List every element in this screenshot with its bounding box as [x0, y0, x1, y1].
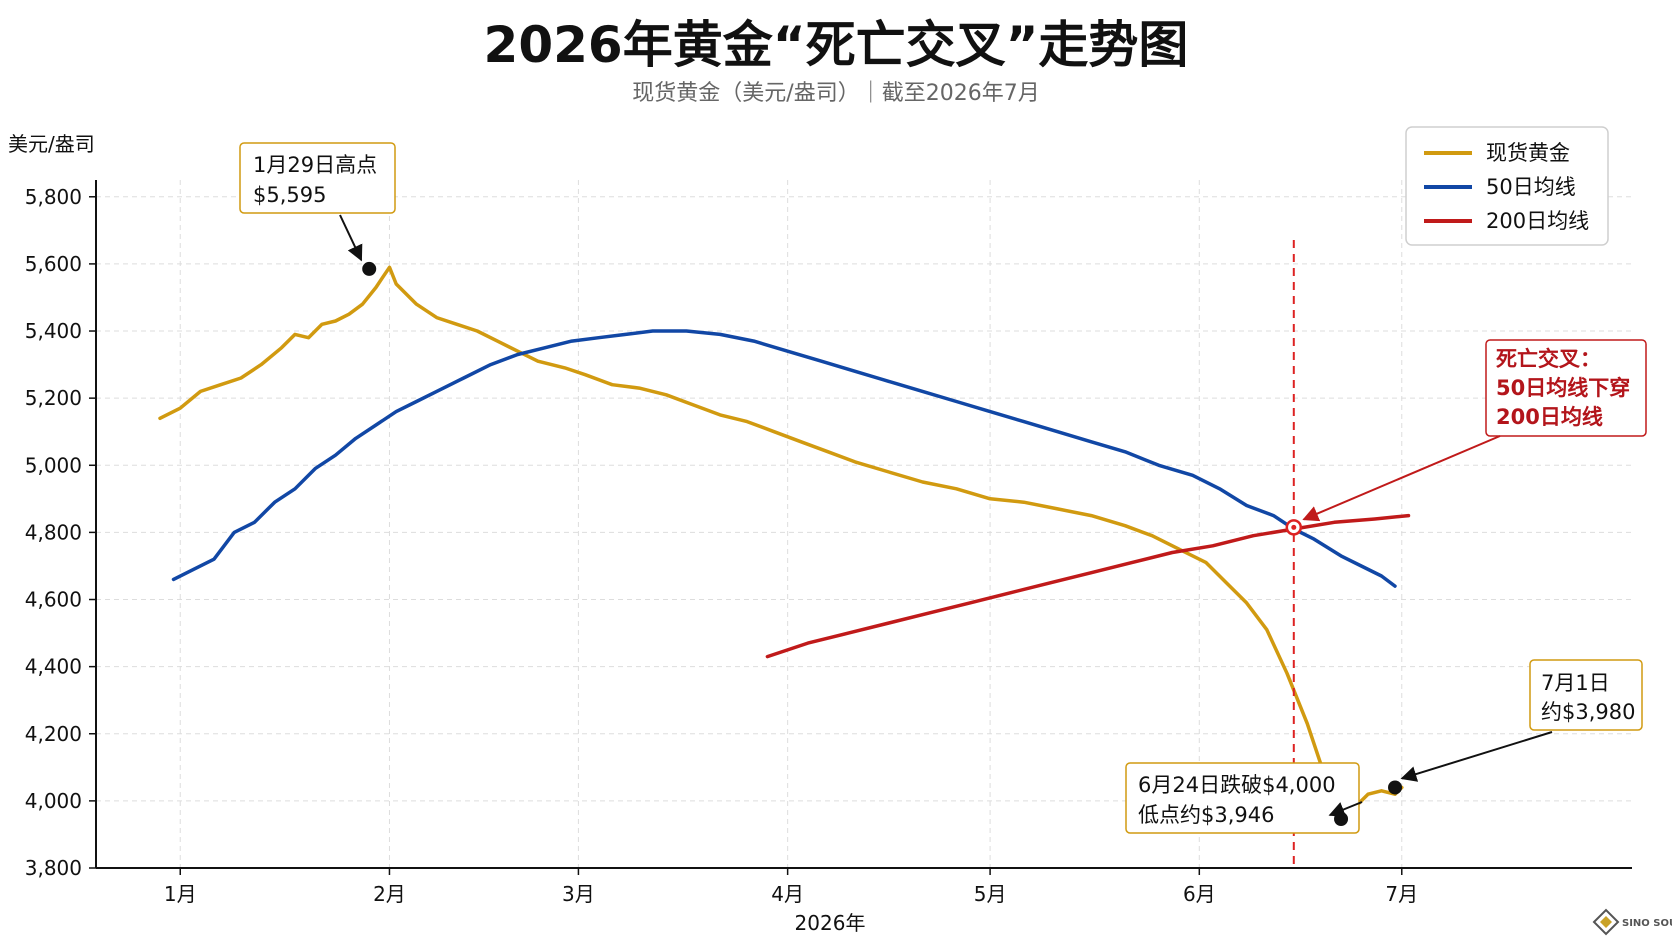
- watermark-logo-icon: [1592, 908, 1620, 936]
- y-tick-label: 4,800: [25, 520, 82, 544]
- low-annotation-line1: 6月24日跌破$4,000: [1138, 773, 1336, 797]
- y-axis-label: 美元/盎司: [8, 132, 95, 156]
- y-tick-label: 5,400: [25, 319, 82, 343]
- watermark-text: SINO SOUND: [1622, 918, 1672, 929]
- axes: [95, 180, 1632, 869]
- low-annotation-line2: 低点约$3,946: [1138, 803, 1274, 827]
- crossover-marker-dot: [1291, 524, 1297, 530]
- series-line-200d-ma: [765, 513, 1411, 659]
- jul1-point: [1388, 780, 1403, 795]
- y-tick-label: 5,000: [25, 453, 82, 477]
- legend: 现货黄金 50日均线 200日均线: [1405, 126, 1609, 246]
- crossover-annotation-line3: 200日均线: [1496, 405, 1603, 429]
- y-tick-label: 5,200: [25, 386, 82, 410]
- crossover-arrow: [1302, 435, 1501, 522]
- legend-label-200d-ma: 200日均线: [1486, 209, 1589, 233]
- high-arrow: [339, 214, 363, 262]
- y-tick-label: 4,000: [25, 789, 82, 813]
- x-tick-label: 3月: [562, 882, 595, 906]
- x-tick-label: 4月: [771, 882, 804, 906]
- jul1-annotation-box: [1529, 659, 1643, 731]
- legend-label-50d-ma: 50日均线: [1486, 175, 1576, 199]
- y-tick-label: 4,200: [25, 722, 82, 746]
- chart-subtitle: 现货黄金（美元/盎司）｜截至2026年7月: [632, 81, 1039, 106]
- low-point: [1334, 812, 1349, 827]
- x-tick-label: 1月: [164, 882, 197, 906]
- jul1-arrow: [1400, 731, 1553, 782]
- crossover-annotation-line2: 50日均线下穿: [1496, 376, 1630, 400]
- y-tick-label: 4,400: [25, 655, 82, 679]
- series-line-spot-gold: [158, 265, 1404, 821]
- crossover-annotation-line1: 死亡交叉：: [1496, 347, 1601, 371]
- x-tick-label: 5月: [974, 882, 1007, 906]
- low-arrow: [1328, 801, 1363, 817]
- series-line-50d-ma: [171, 329, 1397, 588]
- crossover-annotation: 死亡交叉： 50日均线下穿 200日均线: [1302, 339, 1647, 522]
- series-lines: [158, 265, 1411, 821]
- y-ticks: 3,800 4,000 4,200 4,400 4,600 4,800 5,000 5,200…: [25, 185, 96, 880]
- jul1-annotation-line2: 约$3,980: [1541, 700, 1635, 724]
- y-tick-label: 5,600: [25, 252, 82, 276]
- low-annotation-box: [1125, 762, 1360, 834]
- annotation-points: [362, 261, 1403, 827]
- high-annotation-line1: 1月29日高点: [253, 153, 377, 177]
- high-annotation-box: [239, 142, 396, 214]
- x-ticks: 1月 2月 3月 4月 5月 6月 7月: [164, 868, 1418, 906]
- jul1-annotation: 7月1日 约$3,980: [1400, 659, 1643, 782]
- x-axis-label: 2026年: [795, 911, 866, 935]
- y-tick-label: 4,600: [25, 588, 82, 612]
- high-annotation-line2: $5,595: [253, 183, 326, 207]
- grid: [96, 180, 1632, 869]
- legend-box: [1405, 126, 1609, 246]
- high-annotation: 1月29日高点 $5,595: [239, 142, 396, 262]
- watermark: SINO SOUND: [1592, 908, 1672, 936]
- legend-label-spot-gold: 现货黄金: [1486, 141, 1570, 165]
- y-tick-label: 3,800: [25, 856, 82, 880]
- x-tick-label: 6月: [1183, 882, 1216, 906]
- low-annotation: 6月24日跌破$4,000 低点约$3,946: [1125, 762, 1363, 834]
- jul1-annotation-line1: 7月1日: [1541, 671, 1610, 695]
- x-tick-label: 2月: [373, 882, 406, 906]
- chart-title: 2026年黄金“死亡交叉”走势图: [484, 16, 1189, 74]
- high-point: [362, 261, 377, 276]
- crossover-annotation-box: [1485, 339, 1647, 437]
- y-tick-label: 5,800: [25, 185, 82, 209]
- x-tick-label: 7月: [1385, 882, 1418, 906]
